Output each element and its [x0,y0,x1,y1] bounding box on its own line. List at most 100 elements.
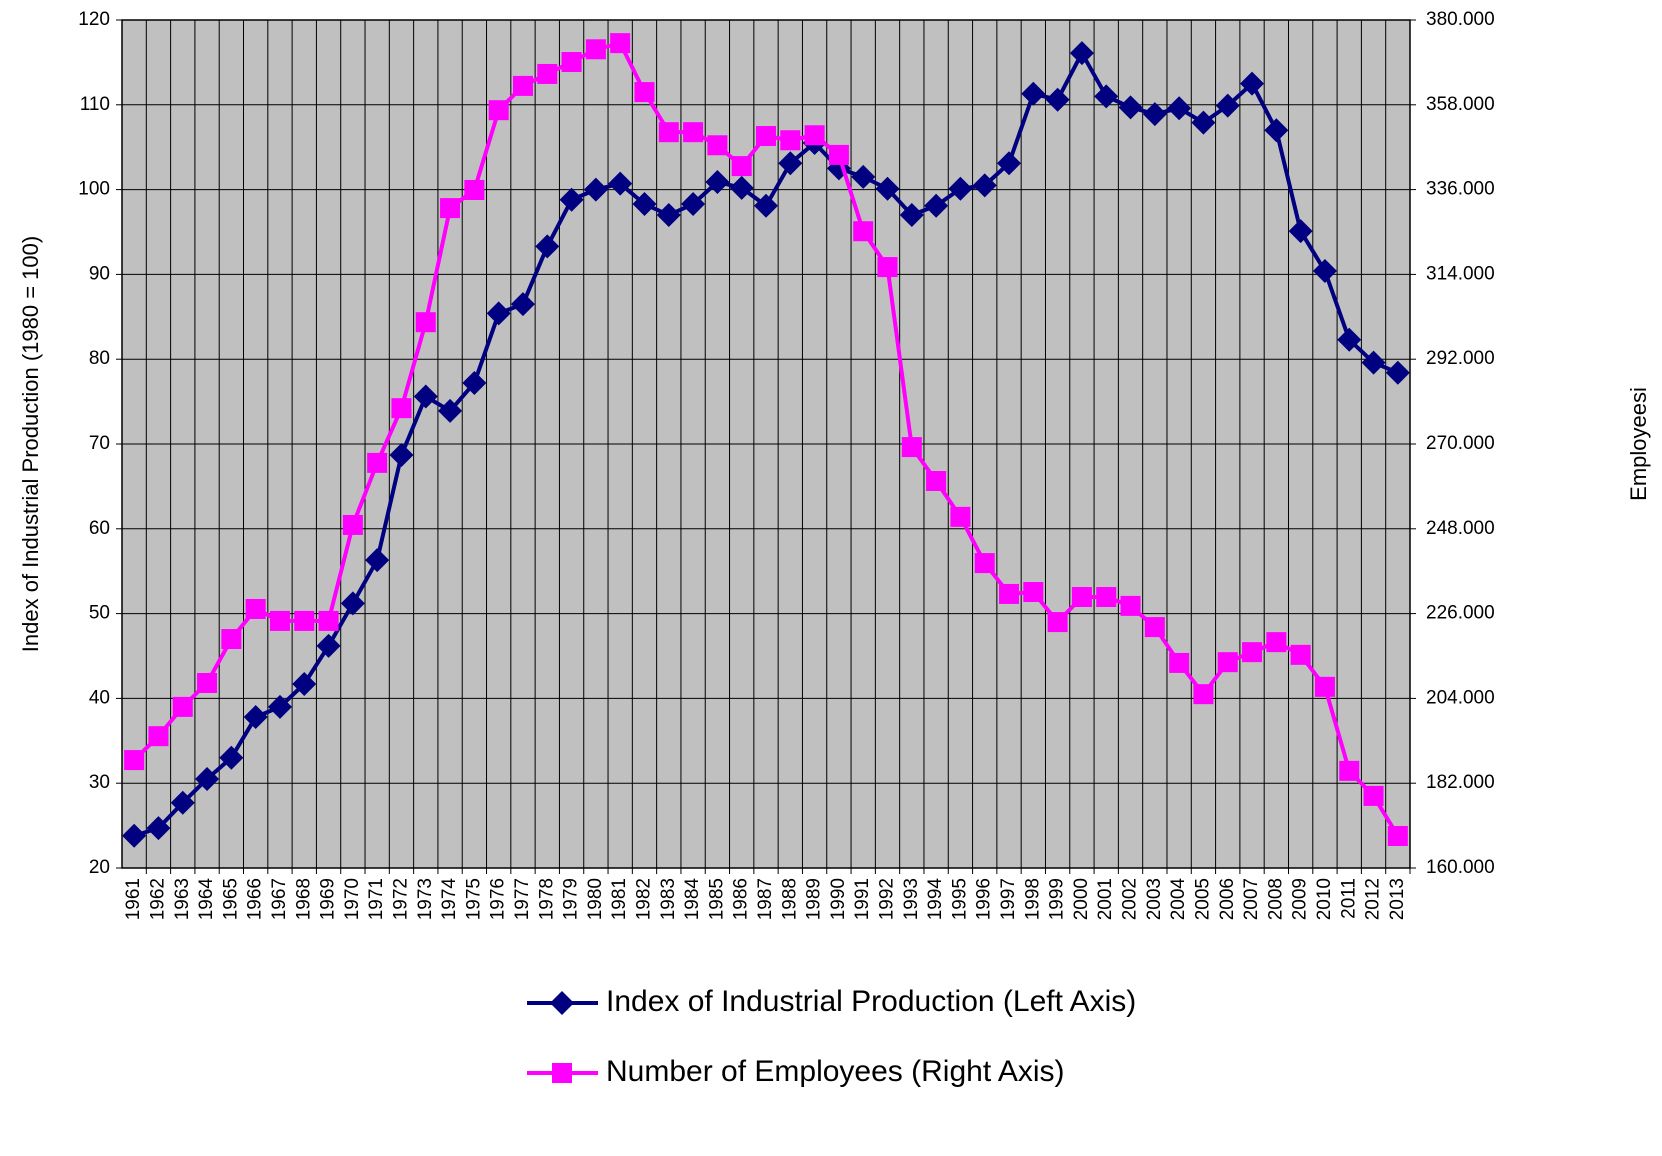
marker [292,671,317,696]
x-tick-label: 1975 [463,878,484,920]
marker [731,156,752,177]
x-tick-label: 1994 [925,878,946,921]
marker [269,610,290,631]
marker [219,745,244,770]
marker [122,823,147,848]
x-tick-label: 2010 [1314,878,1335,920]
marker [926,471,947,492]
x-tick-label: 1972 [390,878,411,920]
marker [1169,652,1190,673]
marker [550,991,574,1015]
marker [510,292,535,317]
marker [1242,642,1263,663]
x-tick-label: 2004 [1168,878,1189,921]
marker [1363,785,1384,806]
x-tick-label: 1966 [245,878,266,920]
y2-tick-label: 270.000 [1426,433,1495,454]
marker [1120,595,1141,616]
y-tick-label: 70 [89,433,110,454]
marker [851,164,876,189]
x-tick-label: 1988 [779,878,800,920]
x-tick-label: 1987 [755,878,776,920]
legend-label: Number of Employees (Right Axis) [606,1055,1065,1088]
marker [948,176,973,201]
y-tick-label: 100 [78,179,110,200]
marker [367,452,388,473]
marker [340,591,365,616]
x-tick-label: 1985 [706,878,727,920]
marker [681,192,706,217]
marker [512,75,533,96]
marker [197,672,218,693]
marker [1167,96,1192,121]
marker [1240,71,1265,96]
y-tick-label: 80 [89,348,110,369]
x-tick-label: 1978 [536,878,557,920]
marker [707,135,728,156]
marker [389,443,414,468]
y-tick-label: 40 [89,687,110,708]
marker [413,384,438,409]
marker [1264,118,1289,143]
y2-tick-label: 248.000 [1426,518,1495,539]
x-tick-label: 1962 [147,878,168,920]
marker [537,63,558,84]
marker [658,122,679,143]
marker [585,39,606,60]
marker [294,610,315,631]
marker [1071,587,1092,608]
marker [656,203,681,228]
x-tick-label: 2005 [1192,878,1213,920]
marker [342,514,363,535]
x-tick-label: 1981 [609,878,630,920]
marker [486,301,511,326]
marker [1142,102,1167,127]
marker [552,1063,572,1083]
x-tick-label: 1992 [877,878,898,920]
y2-tick-label: 182.000 [1426,772,1495,793]
marker [972,173,997,198]
y2-tick-label: 314.000 [1426,263,1495,284]
marker [924,193,949,218]
marker [632,192,657,217]
marker [172,696,193,717]
x-tick-label: 1974 [439,878,460,921]
x-tick-label: 1991 [852,878,873,920]
y-tick-label: 90 [89,263,110,284]
y2-tick-label: 336.000 [1426,179,1495,200]
x-tick-label: 2009 [1290,878,1311,920]
y-tick-label: 50 [89,603,110,624]
marker [828,144,849,165]
marker [170,790,195,815]
x-tick-label: 1976 [488,878,509,920]
marker [488,100,509,121]
marker [1069,41,1094,66]
marker [1312,259,1337,284]
x-tick-label: 1979 [561,878,582,920]
marker [1094,84,1119,109]
marker [391,398,412,419]
x-tick-label: 1983 [658,878,679,920]
marker [1047,612,1068,633]
x-tick-label: 1970 [342,878,363,920]
y2-tick-label: 380.000 [1426,9,1495,30]
x-tick-label: 2006 [1217,878,1238,920]
x-tick-label: 1986 [731,878,752,920]
marker [1290,644,1311,665]
marker [1385,360,1410,385]
marker [1191,110,1216,135]
marker [1144,617,1165,638]
marker [610,33,631,54]
marker [438,398,463,423]
x-tick-label: 1993 [901,878,922,920]
marker [365,548,390,573]
marker [853,221,874,242]
marker [1339,760,1360,781]
marker [1288,219,1313,244]
marker [705,169,730,194]
x-tick-label: 1996 [974,878,995,920]
marker [462,370,487,395]
y2-tick-label: 226.000 [1426,603,1495,624]
